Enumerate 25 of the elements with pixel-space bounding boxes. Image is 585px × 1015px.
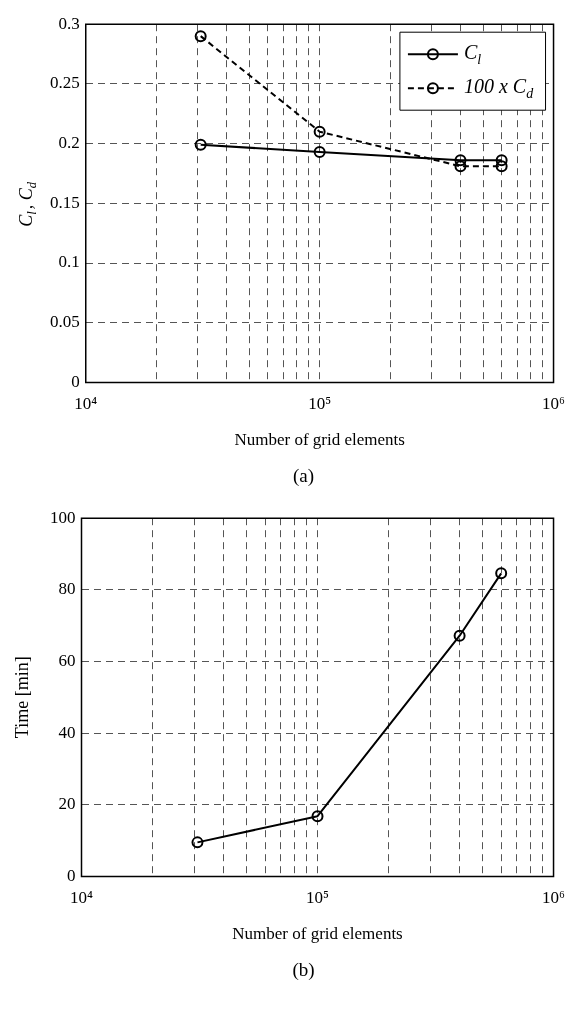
y-axis-title: Cl, Cd xyxy=(16,181,40,227)
y-tick-label: 100 xyxy=(50,507,76,527)
x-tick-label: 10⁵ xyxy=(308,394,332,414)
x-tick-label: 10⁶ xyxy=(542,394,566,414)
y-tick-label: 60 xyxy=(58,650,76,670)
y-tick-label: 0.3 xyxy=(58,13,80,33)
x-axis-title: Number of grid elements xyxy=(232,924,403,944)
y-tick-label: 40 xyxy=(58,722,76,742)
y-tick-label: 0.2 xyxy=(58,133,80,153)
x-tick-label: 10⁴ xyxy=(74,394,98,414)
y-tick-label: 0.15 xyxy=(50,192,80,212)
x-tick-label: 10⁴ xyxy=(70,888,94,908)
y-tick-label: 20 xyxy=(58,794,76,814)
text: (a) xyxy=(292,464,315,487)
y-tick-label: 0.1 xyxy=(58,252,80,272)
y-tick-label: 0 xyxy=(67,865,76,885)
x-tick-label: 10⁵ xyxy=(306,888,330,908)
y-tick-label: 0.05 xyxy=(50,312,80,332)
text: (b) xyxy=(292,958,315,981)
y-tick-label: 0 xyxy=(71,371,80,391)
x-tick-label: 10⁶ xyxy=(542,888,566,908)
y-tick-label: 0.25 xyxy=(50,73,80,93)
y-axis-title: Time [min] xyxy=(12,656,33,739)
y-tick-label: 80 xyxy=(58,579,76,599)
x-axis-title: Number of grid elements xyxy=(234,430,405,450)
